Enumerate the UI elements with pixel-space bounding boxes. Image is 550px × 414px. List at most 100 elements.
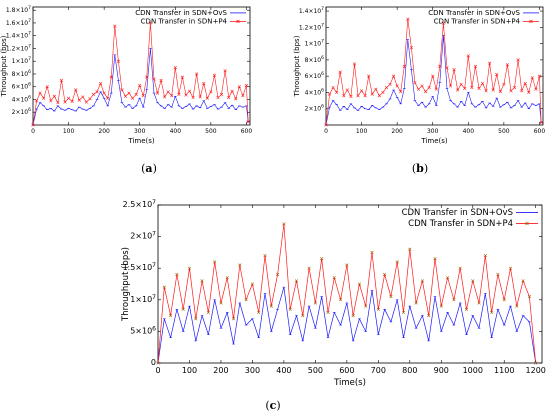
data-point-p4 xyxy=(331,85,335,90)
data-point-p4 xyxy=(45,85,49,89)
legend-marker-p4 xyxy=(236,19,240,24)
data-point-p4 xyxy=(180,75,185,79)
data-point-p4 xyxy=(263,253,267,258)
data-point-p4 xyxy=(202,81,206,86)
x-tick-label: 300 xyxy=(245,366,260,375)
data-point-p4 xyxy=(148,21,153,25)
data-point-p4 xyxy=(88,97,92,101)
subfigure-caption: (a) xyxy=(141,162,157,175)
data-point-p4 xyxy=(537,74,542,78)
data-point-p4 xyxy=(234,97,238,101)
data-point-p4 xyxy=(409,46,413,50)
data-point-p4 xyxy=(376,307,380,311)
data-point-p4 xyxy=(159,78,163,82)
data-point-p4 xyxy=(231,317,236,321)
data-point-p4 xyxy=(168,313,173,318)
y-tick-label: 2.5×107 xyxy=(123,199,157,209)
data-point-p4 xyxy=(326,310,330,315)
data-point-p4 xyxy=(102,91,106,95)
data-point-p4 xyxy=(509,89,513,93)
data-point-p4 xyxy=(345,263,349,267)
x-tick-label: 400 xyxy=(463,128,475,135)
data-point-p4 xyxy=(206,310,210,315)
data-point-p4 xyxy=(227,95,231,100)
data-point-p4 xyxy=(352,62,357,66)
data-point-p4 xyxy=(502,82,506,86)
data-point-p4 xyxy=(49,99,53,103)
x-tick-label: 100 xyxy=(182,366,197,375)
x-tick-label: 1100 xyxy=(494,366,514,375)
series-line-p4 xyxy=(157,223,537,364)
x-tick-label: 200 xyxy=(213,366,228,375)
y-tick-label: 1.5×107 xyxy=(123,262,157,272)
data-point-p4 xyxy=(463,86,467,90)
x-tick-label: 400 xyxy=(276,366,291,375)
data-point-p4 xyxy=(452,298,456,302)
y-tick-label: 1×107 xyxy=(305,39,324,48)
y-axis-label: Throughput (bps) xyxy=(121,247,131,322)
data-point-p4 xyxy=(173,65,177,70)
y-tick-label: 1×107 xyxy=(12,56,31,65)
subfigure-caption: (c) xyxy=(265,399,280,412)
data-point-p4 xyxy=(423,90,428,94)
y-axis-label: Throughput (bps) xyxy=(293,35,301,97)
y-tick-label: 1.4×107 xyxy=(299,6,324,15)
data-point-p4 xyxy=(416,87,421,91)
data-point-p4 xyxy=(195,72,199,76)
data-point-p4 xyxy=(219,301,223,305)
y-tick-label: 8×106 xyxy=(12,69,31,78)
data-point-p4 xyxy=(345,88,349,92)
data-point-p4 xyxy=(238,263,242,267)
data-point-p4 xyxy=(496,272,500,277)
data-point-p4 xyxy=(145,75,149,79)
data-point-p4 xyxy=(484,89,488,93)
data-point-p4 xyxy=(52,94,56,98)
x-tick-label: 0 xyxy=(31,128,35,135)
x-tick-label: 1200 xyxy=(526,366,546,375)
plot-frame xyxy=(157,204,543,364)
data-point-p4 xyxy=(473,64,478,69)
data-point-p4 xyxy=(219,92,224,96)
x-tick-label: 900 xyxy=(434,366,449,375)
data-point-p4 xyxy=(527,295,532,299)
data-point-p4 xyxy=(445,66,449,70)
data-point-p4 xyxy=(106,96,110,100)
data-point-p4 xyxy=(191,95,195,100)
x-tick-label: 1000 xyxy=(463,366,483,375)
y-tick-label: 0 xyxy=(151,358,156,367)
data-point-p4 xyxy=(66,96,71,100)
data-point-p4 xyxy=(63,100,67,104)
data-point-p4 xyxy=(441,21,446,25)
x-tick-label: 600 xyxy=(241,128,253,135)
data-point-p4 xyxy=(351,313,355,318)
data-point-p4 xyxy=(307,266,311,270)
data-point-p4 xyxy=(282,222,286,226)
data-point-p4 xyxy=(523,81,527,86)
data-point-p4 xyxy=(194,317,198,321)
data-point-p4 xyxy=(244,83,249,88)
data-point-p4 xyxy=(320,257,324,261)
data-point-p4 xyxy=(98,81,103,86)
data-point-p4 xyxy=(116,59,120,63)
data-point-p4 xyxy=(508,266,513,270)
data-point-p4 xyxy=(237,85,241,89)
y-tick-label: 2×106 xyxy=(305,104,324,113)
data-point-p4 xyxy=(162,285,166,289)
data-point-p4 xyxy=(275,272,280,277)
x-tick-label: 600 xyxy=(339,366,354,375)
y-tick-label: 1.4×107 xyxy=(6,31,31,40)
data-point-p4 xyxy=(241,94,245,98)
data-point-p4 xyxy=(230,89,234,93)
data-point-p4 xyxy=(313,301,317,305)
data-point-p4 xyxy=(288,307,292,311)
data-point-p4 xyxy=(134,92,138,96)
y-tick-label: 1.6×107 xyxy=(6,18,31,27)
legend-entry-p4: CDN Transfer in SDN+P4 xyxy=(408,219,513,229)
data-point-p4 xyxy=(250,282,255,286)
data-point-p4 xyxy=(257,310,261,315)
data-point-p4 xyxy=(456,88,460,92)
plot-frame xyxy=(325,6,544,126)
data-point-p4 xyxy=(483,253,487,258)
data-point-p4 xyxy=(301,313,305,318)
data-point-p4 xyxy=(399,90,403,94)
